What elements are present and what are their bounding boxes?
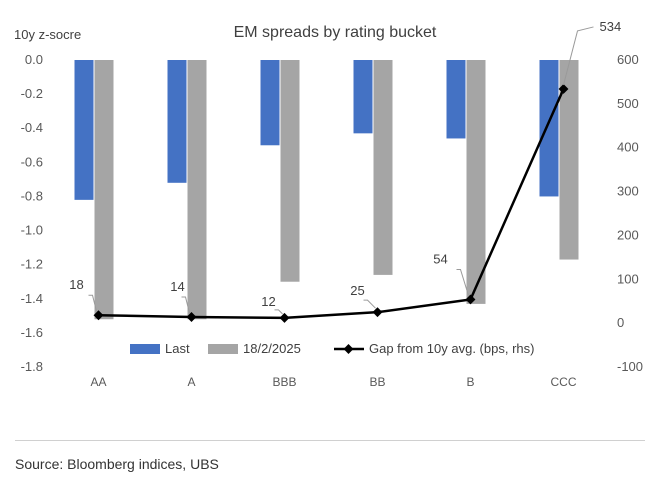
y-tick-label-6: -1.2 xyxy=(21,257,43,272)
y2-tick-label-7: -100 xyxy=(617,359,643,374)
y-tick-label-7: -1.4 xyxy=(21,291,43,306)
y2-tick-label-5: 100 xyxy=(617,271,639,286)
gap-point-bbb xyxy=(279,312,290,323)
gap-data-label-a: 14 xyxy=(170,279,184,294)
legend-swatch-feb2025 xyxy=(208,344,238,354)
bar-last-a xyxy=(167,60,187,183)
bar-feb2025-ccc xyxy=(559,60,579,260)
gap-label-leader-5 xyxy=(563,26,594,86)
y-tick-label-0: 0.0 xyxy=(25,52,43,67)
legend-swatch-last xyxy=(130,344,160,354)
y-tick-label-5: -1.0 xyxy=(21,223,43,238)
y2-tick-label-3: 300 xyxy=(617,184,639,199)
chart: EM spreads by rating bucket 10y z-socre … xyxy=(14,19,643,389)
legend-label-last: Last xyxy=(165,341,190,356)
y2-tick-label-2: 400 xyxy=(617,140,639,155)
x-tick-label-5: CCC xyxy=(551,375,577,389)
y-tick-label-4: -0.8 xyxy=(21,188,43,203)
gap-label-leader-1 xyxy=(181,296,190,314)
x-tick-label-1: A xyxy=(187,375,195,389)
legend-swatch-gap-marker xyxy=(343,344,354,354)
chart-title: EM spreads by rating bucket xyxy=(234,24,437,41)
x-tick-label-4: B xyxy=(466,375,474,389)
gap-label-leader-3 xyxy=(363,299,376,309)
y-tick-label-2: -0.4 xyxy=(21,120,43,135)
y2-tick-label-0: 600 xyxy=(617,52,639,67)
bar-last-b xyxy=(446,60,466,139)
bar-last-bbb xyxy=(260,60,280,146)
legend-label-gap: Gap from 10y avg. (bps, rhs) xyxy=(369,341,534,356)
divider xyxy=(15,440,645,441)
x-tick-label-0: AA xyxy=(90,375,106,389)
gap-point-ccc xyxy=(558,83,569,94)
bar-feb2025-bbb xyxy=(280,60,300,282)
y2-tick-label-4: 200 xyxy=(617,227,639,242)
y-axis-label: 10y z-socre xyxy=(14,27,81,42)
y-tick-label-3: -0.6 xyxy=(21,154,43,169)
x-tick-label-3: BB xyxy=(369,375,385,389)
gap-label-leader-4 xyxy=(456,268,469,296)
bar-last-ccc xyxy=(539,60,559,197)
gap-point-a xyxy=(186,312,197,322)
y2-tick-label-1: 500 xyxy=(617,96,639,111)
y-tick-label-9: -1.8 xyxy=(21,359,43,374)
gap-line xyxy=(98,88,565,320)
gap-label-leader-2 xyxy=(274,309,283,315)
gap-data-label-bb: 25 xyxy=(350,283,364,298)
y-tick-label-1: -0.2 xyxy=(21,86,43,101)
gap-data-label-bbb: 12 xyxy=(261,294,275,309)
source-note: Source: Bloomberg indices, UBS xyxy=(15,456,219,472)
bar-feb2025-bb xyxy=(373,60,393,275)
bar-last-aa xyxy=(74,60,94,200)
bar-feb2025-a xyxy=(187,60,207,320)
gap-point-b xyxy=(465,294,476,305)
plot-area: 0.0 -0.2 -0.4 -0.6 -0.8 -1.0 -1.2 -1.4 -1.6 -1.8 6… xyxy=(21,19,643,389)
bar-feb2025-b xyxy=(466,60,486,304)
x-tick-label-2: BBB xyxy=(272,375,296,389)
gap-point-bb xyxy=(372,307,383,318)
gap-data-label-aa: 18 xyxy=(69,277,83,292)
y2-tick-label-6: 0 xyxy=(617,315,624,330)
gap-label-leader-0 xyxy=(88,294,97,312)
bar-last-bb xyxy=(353,60,373,134)
legend-label-feb2025: 18/2/2025 xyxy=(243,341,301,356)
bar-feb2025-aa xyxy=(94,60,114,320)
gap-data-label-ccc: 534 xyxy=(600,19,622,34)
y-tick-label-8: -1.6 xyxy=(21,325,43,340)
gap-data-label-b: 54 xyxy=(433,251,447,266)
